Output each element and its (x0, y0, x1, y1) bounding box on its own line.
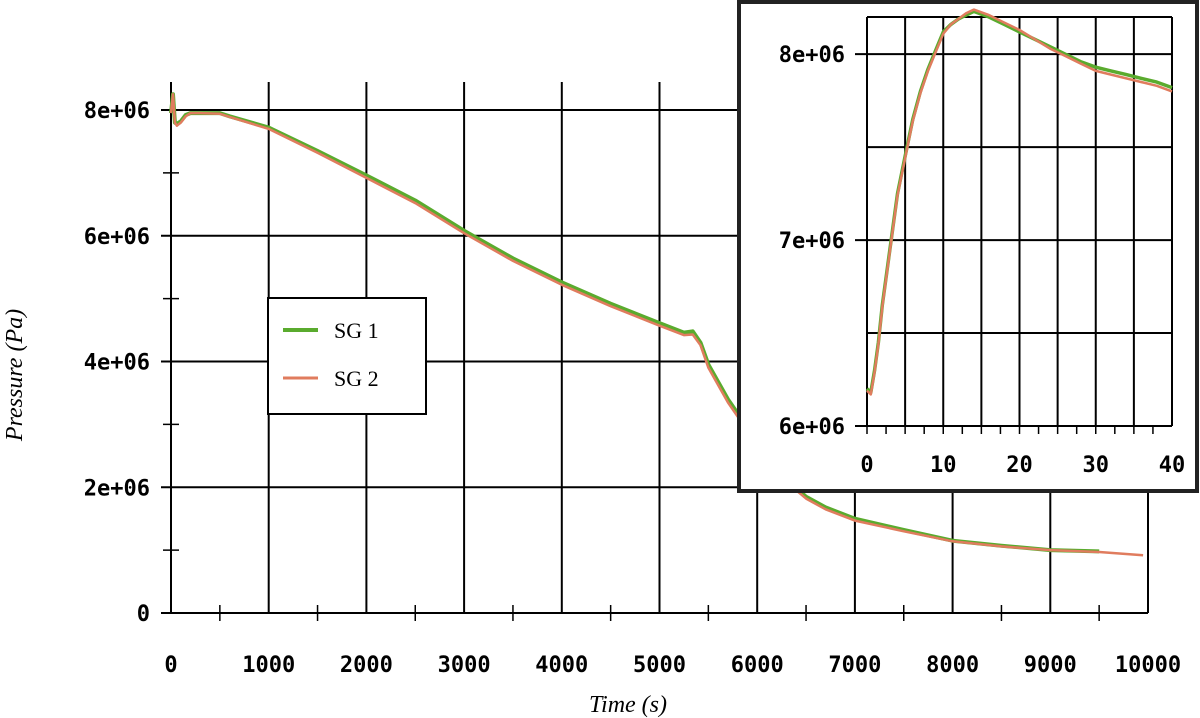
main-x-tick-8000: 8000 (926, 653, 979, 678)
inset-x-tick-0: 0 (860, 453, 873, 478)
main-x-tick-3000: 3000 (438, 653, 491, 678)
x-axis-title: Time (s) (589, 692, 667, 718)
legend-label-sg2: SG 2 (334, 366, 379, 391)
main-x-tick-9000: 9000 (1024, 653, 1077, 678)
main-x-tick-1000: 1000 (242, 653, 295, 678)
main-x-tick-5000: 5000 (633, 653, 686, 678)
inset-x-tick-20: 20 (1006, 453, 1033, 478)
inset-series-sg-2 (866, 8, 1173, 396)
inset-x-tick-labels: 0 10 20 30 40 (860, 453, 1185, 478)
main-y-tick-6e-06: 6e+06 (84, 225, 150, 250)
main-y-tick-4e-06: 4e+06 (84, 351, 150, 376)
inset-y-tick-7e-06: 7e+06 (779, 229, 845, 254)
legend: SG 1 SG 2 (267, 297, 427, 415)
inset-y-tick-8e-06: 8e+06 (779, 43, 845, 68)
main-series-sg-2 (169, 93, 1144, 557)
inset-frame (737, 0, 1199, 493)
main-x-tick-7000: 7000 (828, 653, 881, 678)
inset-y-tick-6e-06: 6e+06 (779, 415, 845, 440)
inset-x-tick-30: 30 (1083, 453, 1110, 478)
main-y-tick-labels: 0 2e+06 4e+06 6e+06 8e+06 (84, 99, 150, 627)
main-x-tick-2000: 2000 (340, 653, 393, 678)
legend-box (267, 297, 427, 415)
main-x-tick-0: 0 (164, 653, 177, 678)
inset-y-tick-labels: 6e+06 7e+06 8e+06 (779, 43, 845, 440)
main-y-tick-2e-06: 2e+06 (84, 476, 150, 501)
main-x-tick-4000: 4000 (535, 653, 588, 678)
inset-series-group (865, 8, 1173, 396)
main-series-group (169, 92, 1144, 557)
main-x-tick-10000: 10000 (1115, 653, 1181, 678)
inset-plot: 0 10 20 30 40 6e+06 7e+06 8e+06 (737, 0, 1199, 493)
legend-label-sg1: SG 1 (334, 318, 379, 343)
main-x-tick-6000: 6000 (731, 653, 784, 678)
y-axis-title: Pressure (Pa) (2, 309, 28, 442)
inset-x-tick-40: 40 (1159, 453, 1186, 478)
main-y-tick-8e-06: 8e+06 (84, 99, 150, 124)
main-y-tick-0: 0 (137, 602, 150, 627)
inset-grid (855, 16, 1173, 434)
main-x-tick-labels: 0 1000 2000 3000 4000 5000 6000 7000 8000 9000 100… (164, 653, 1181, 678)
inset-x-tick-10: 10 (930, 453, 957, 478)
